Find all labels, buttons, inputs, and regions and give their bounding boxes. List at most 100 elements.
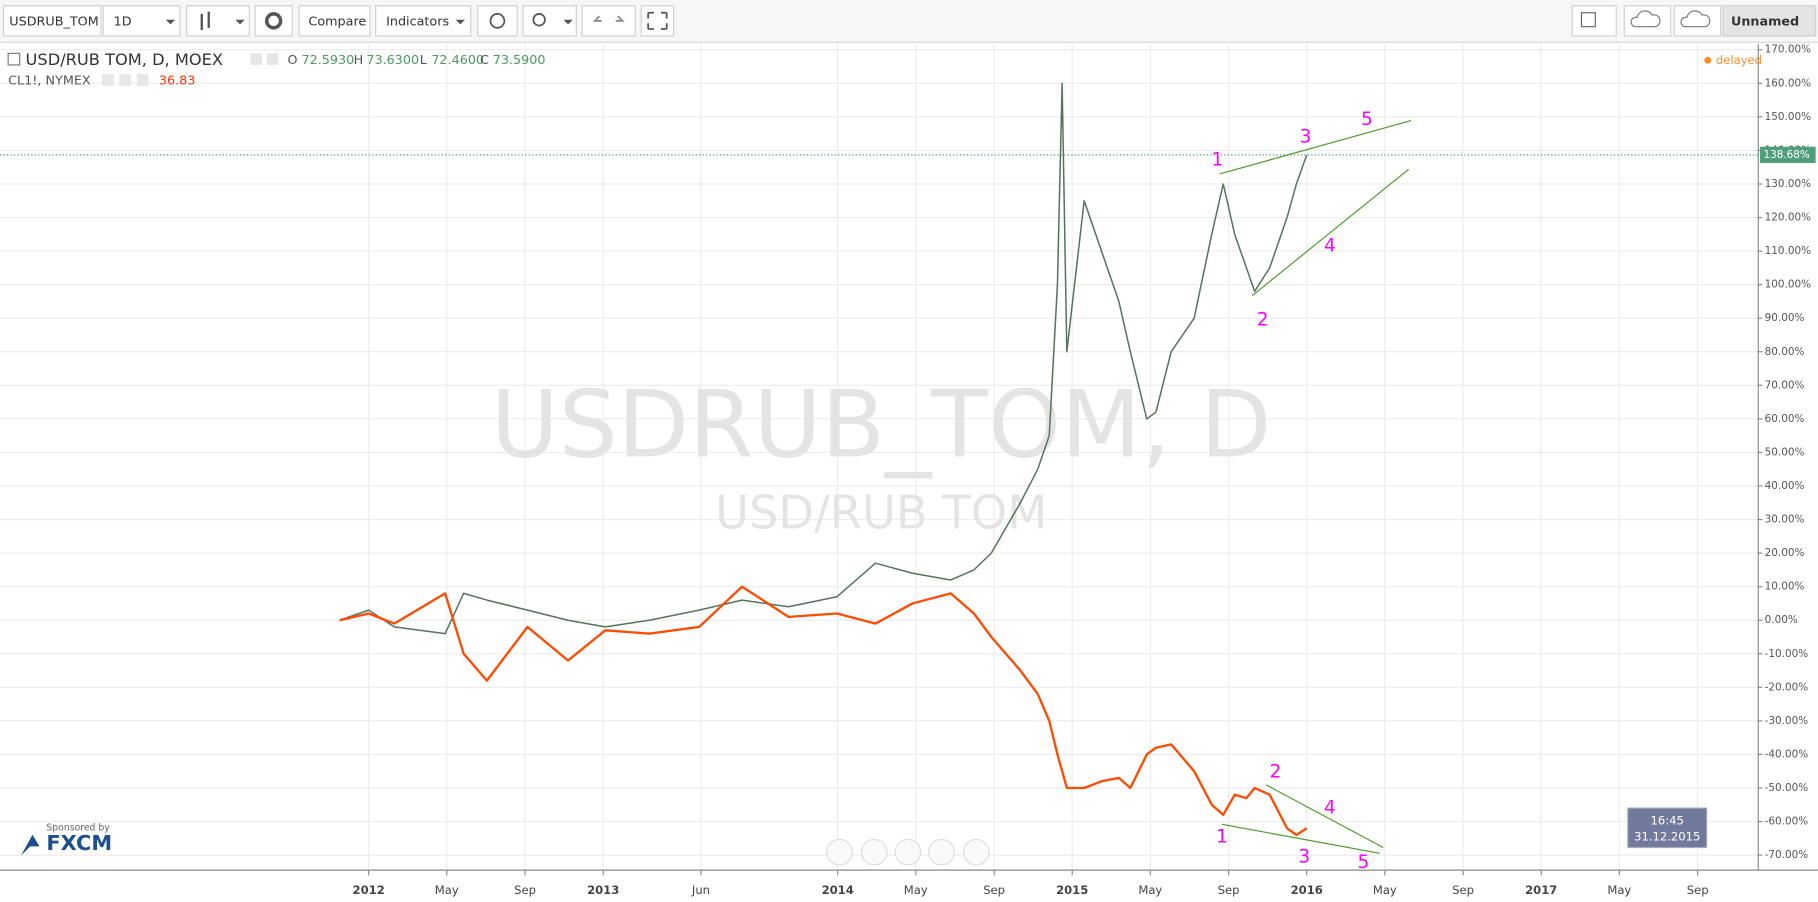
navigation <box>826 838 990 866</box>
zoom-in-button[interactable] <box>928 838 955 866</box>
symbol-text[interactable]: USDRUB_TOM <box>9 15 98 30</box>
wave-label: 3 <box>1298 846 1310 867</box>
y-tick-label: -50.00% <box>1765 782 1809 794</box>
clock-box <box>1627 807 1708 849</box>
y-tick-label: 100.00% <box>1765 279 1811 291</box>
candles-icon[interactable] <box>200 11 210 31</box>
sponsor-caption: Sponsored by <box>46 822 110 833</box>
alert-button[interactable] <box>477 5 518 37</box>
wave-label: 5 <box>1361 109 1373 130</box>
legend-icon[interactable] <box>119 74 132 86</box>
wave-label: 1 <box>1216 827 1228 848</box>
x-tick-label: May <box>904 883 928 897</box>
y-tick-label: 70.00% <box>1765 379 1805 391</box>
chart-style-button[interactable] <box>186 5 250 37</box>
reset-button[interactable] <box>894 838 922 866</box>
y-tick-label: -70.00% <box>1765 849 1809 861</box>
status-text: delayed <box>1716 53 1762 67</box>
y-tick-label: -30.00% <box>1765 715 1809 727</box>
x-tick-label: Sep <box>983 883 1005 897</box>
last-value-tag <box>1759 146 1816 163</box>
x-tick-label: Sep <box>1218 883 1240 897</box>
layout-name[interactable]: Unnamed <box>1731 15 1799 30</box>
scroll-right-button[interactable] <box>962 838 990 866</box>
close-label: C <box>480 53 489 68</box>
watermark-description: USD/RUB TOM <box>715 485 1047 539</box>
legend-icon[interactable] <box>250 53 263 65</box>
y-tick-label: -20.00% <box>1765 681 1809 693</box>
legend-main: USD/RUB TOM, D, MOEX <box>26 50 223 69</box>
x-tick-label: 2015 <box>1056 883 1088 897</box>
compare-button[interactable] <box>298 5 371 37</box>
y-tick-label: 50.00% <box>1765 446 1805 458</box>
layout-icon[interactable] <box>1580 12 1596 28</box>
scroll-left-button[interactable] <box>826 838 853 866</box>
series-line <box>339 82 1308 635</box>
settings-button[interactable] <box>254 5 293 37</box>
dropdown-icon[interactable] <box>235 19 245 25</box>
open-value: 72.5930 <box>301 53 354 68</box>
high-value: 73.6300 <box>366 53 419 68</box>
legend-icon[interactable] <box>102 74 114 86</box>
wave-label: 5 <box>1358 852 1370 873</box>
collapse-icon[interactable] <box>7 52 21 66</box>
compare-symbol: CL1!, NYMEX <box>8 74 91 89</box>
fullscreen-button[interactable] <box>640 5 675 37</box>
indicators-button[interactable] <box>375 5 472 37</box>
legend-icon[interactable] <box>266 53 279 65</box>
y-tick-label: 20.00% <box>1765 547 1805 559</box>
bulb-icon[interactable] <box>532 13 546 27</box>
wave-label: 2 <box>1257 309 1269 330</box>
cloud-up-icon[interactable] <box>1680 10 1711 28</box>
symbol-button[interactable] <box>2 5 102 37</box>
y-tick-label: 150.00% <box>1765 111 1811 123</box>
y-tick-label: 110.00% <box>1765 245 1811 257</box>
sponsor-logo <box>20 834 40 856</box>
compare-text[interactable]: Compare <box>308 15 366 30</box>
wave-label: 4 <box>1324 235 1336 256</box>
watermark-symbol: USDRUB_TOM, D <box>491 371 1272 479</box>
fullscreen-icon[interactable] <box>647 11 668 30</box>
open-label: O <box>288 53 298 68</box>
alert-icon[interactable] <box>489 13 506 29</box>
clock-time: 16:45 <box>1651 813 1684 827</box>
x-tick-label: 2017 <box>1525 883 1557 897</box>
toolbar: USDRUB_TOM 1D Compare Indicators Unnamed <box>0 0 1818 43</box>
wave-label: 2 <box>1269 762 1281 783</box>
undo-redo-icon[interactable] <box>592 15 625 22</box>
x-tick-label: Jun <box>691 883 710 897</box>
layout-name-button[interactable] <box>1722 5 1817 37</box>
y-tick-label: 90.00% <box>1765 312 1805 324</box>
legend: USD/RUB TOM, D, MOEX O 72.5930 H 73.6300… <box>7 50 1762 89</box>
zoom-out-button[interactable] <box>860 838 888 866</box>
sponsor-brand: FXCM <box>46 831 112 855</box>
y-tick-label: 160.00% <box>1765 77 1811 89</box>
wave-label: 4 <box>1324 798 1336 819</box>
x-tick-label: May <box>1373 883 1397 897</box>
interval-text[interactable]: 1D <box>114 15 132 30</box>
x-tick-label: 2012 <box>353 883 385 897</box>
status-dot <box>1704 56 1712 64</box>
gear-icon[interactable] <box>264 12 283 30</box>
legend-icon[interactable] <box>136 74 149 86</box>
low-value: 72.4600 <box>431 53 484 68</box>
y-tick-label: -60.00% <box>1765 816 1809 828</box>
dropdown-icon[interactable] <box>455 19 465 25</box>
cloud-down-icon[interactable] <box>1630 10 1661 28</box>
y-axis-area <box>1757 42 1818 871</box>
trend-line <box>1219 120 1412 175</box>
y-tick-label: 10.00% <box>1765 581 1805 593</box>
undo-redo-button[interactable] <box>581 5 636 37</box>
dropdown-icon[interactable] <box>165 19 176 25</box>
dropdown-icon[interactable] <box>563 19 573 25</box>
indicators-text[interactable]: Indicators <box>386 15 449 30</box>
x-tick-label: May <box>1607 883 1631 897</box>
wave-label: 1 <box>1211 149 1223 170</box>
y-tick-label: 120.00% <box>1765 212 1811 224</box>
compare-value: 36.83 <box>159 74 196 89</box>
clock-date: 31.12.2015 <box>1634 830 1700 844</box>
sponsor: Sponsored by FXCM <box>20 822 112 856</box>
y-tick-label: 130.00% <box>1765 178 1811 190</box>
